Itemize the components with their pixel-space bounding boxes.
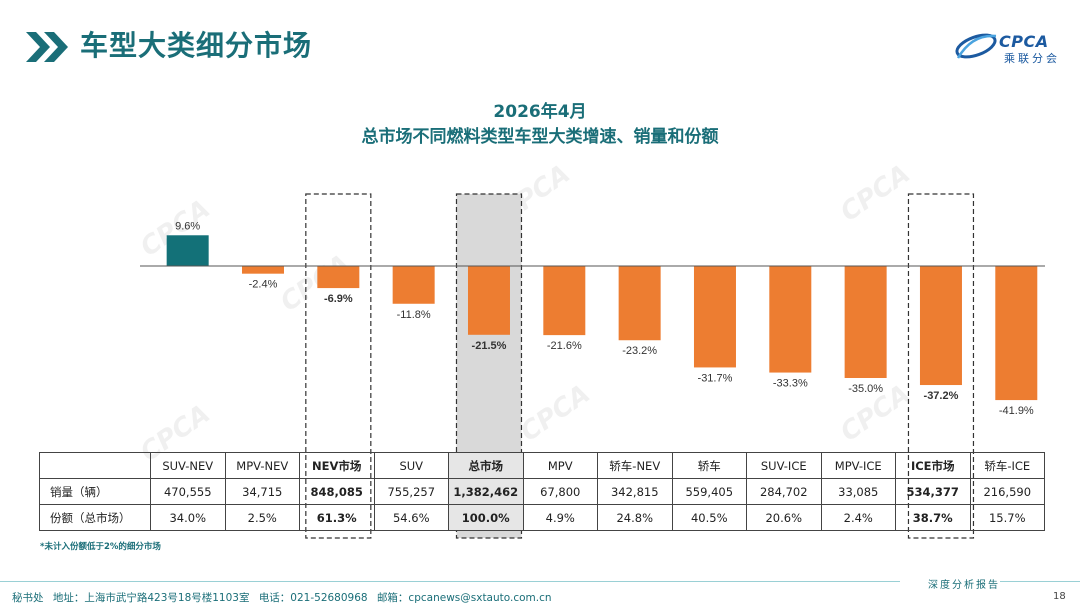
table-cell: 284,702 — [746, 478, 822, 505]
table-cell: 61.3% — [299, 504, 375, 531]
table-header-row: SUV-NEV MPV-NEV NEV市场 SUV 总市场 MPV 轿车-NEV 轿车 SUV-… — [39, 452, 1045, 479]
table-cell: 342,815 — [597, 478, 673, 505]
bar — [392, 266, 435, 304]
column-header: 轿车-ICE — [969, 452, 1045, 479]
column-header: NEV市场 — [299, 452, 375, 479]
table-cell: 1,382,462 — [448, 478, 524, 505]
row-header: 份额（总市场） — [39, 504, 151, 531]
table-corner-cell — [39, 452, 151, 479]
data-label: -11.8% — [397, 309, 431, 321]
data-label: -23.2% — [622, 345, 657, 357]
footnote: *未计入份额低于2%的细分市场 — [40, 542, 161, 552]
page-title: 车型大类细分市场 — [80, 29, 313, 62]
column-header: SUV-ICE — [746, 452, 822, 479]
table-cell: 470,555 — [150, 478, 226, 505]
data-table: SUV-NEV MPV-NEV NEV市场 SUV 总市场 MPV 轿车-NEV 轿车 SUV-… — [39, 452, 1045, 531]
bar — [317, 266, 360, 289]
table-cell: 24.8% — [597, 504, 673, 531]
column-header: MPV-NEV — [224, 452, 300, 479]
table-cell: 848,085 — [299, 478, 375, 505]
table-cell: 38.7% — [895, 504, 971, 531]
table-cell: 2.5% — [224, 504, 300, 531]
table-cell: 755,257 — [373, 478, 449, 505]
bar — [467, 266, 510, 335]
table-row: 份额（总市场） 34.0% 2.5% 61.3% 54.6% 100.0% 4.9% 24.8… — [39, 504, 1045, 531]
report-label: 深度分析报告 — [928, 580, 1000, 591]
logo-text: CPCA — [999, 32, 1049, 51]
footer-contact: 秘书处 地址：上海市武宁路423号18号楼1103室 电话：021-526809… — [12, 590, 558, 605]
column-header: 轿车 — [671, 452, 747, 479]
data-label: -21.6% — [547, 340, 582, 352]
table-cell: 216,590 — [969, 478, 1045, 505]
bar — [995, 266, 1038, 401]
chart-subtitle: 总市场不同燃料类型车型大类增速、销量和份额 — [361, 127, 719, 147]
column-header: MPV — [522, 452, 598, 479]
data-label: -37.2% — [924, 390, 959, 402]
table-cell: 54.6% — [373, 504, 449, 531]
bar — [693, 266, 736, 368]
watermark-text: CPCA — [515, 379, 596, 448]
bar — [166, 235, 209, 266]
footer-divider — [0, 581, 900, 582]
footer-email: 邮箱：cpcanews@sxtauto.com.cn — [376, 592, 552, 604]
value-labels: 9.6% -2.4% -6.9% -11.8% -21.5% -21.6% -23.2% -3… — [175, 220, 1034, 417]
data-label: -6.9% — [324, 293, 353, 305]
double-chevron-icon — [26, 32, 68, 62]
footer-phone: 电话：021-52680968 — [258, 592, 368, 604]
footer-department: 秘书处 — [12, 592, 44, 604]
data-label: -41.9% — [999, 405, 1034, 417]
highlight-box — [907, 193, 975, 539]
footer-address: 地址：上海市武宁路423号18号楼1103室 — [52, 592, 250, 604]
logo-swoosh-icon — [955, 33, 997, 59]
table-cell: 100.0% — [448, 504, 524, 531]
table-cell: 20.6% — [746, 504, 822, 531]
table-cell: 4.9% — [522, 504, 598, 531]
table-cell: 15.7% — [969, 504, 1045, 531]
column-header: SUV — [373, 452, 449, 479]
data-label: -31.7% — [698, 372, 733, 384]
column-header: ICE市场 — [895, 452, 971, 479]
data-label: -35.0% — [848, 383, 883, 395]
table-cell: 40.5% — [671, 504, 747, 531]
chart-title: 2026年4月 — [493, 102, 587, 122]
row-header: 销量（辆） — [39, 478, 151, 505]
table-cell: 534,377 — [895, 478, 971, 505]
data-label: -33.3% — [773, 378, 808, 390]
cpca-logo: CPCA 乘联分会 — [952, 28, 1062, 68]
data-label: 9.6% — [175, 220, 200, 232]
table-cell: 67,800 — [522, 478, 598, 505]
table-cell: 559,405 — [671, 478, 747, 505]
data-label: -2.4% — [249, 279, 278, 291]
bar — [844, 266, 887, 378]
bar — [919, 266, 962, 386]
highlight-box — [305, 193, 372, 539]
bar — [618, 266, 661, 341]
logo-subtext: 乘联分会 — [1004, 52, 1060, 65]
data-label: -21.5% — [472, 340, 507, 352]
bar — [769, 266, 812, 373]
column-header: 轿车-NEV — [597, 452, 673, 479]
bar — [241, 266, 284, 274]
footer-divider-right — [1000, 581, 1080, 582]
table-cell: 33,085 — [820, 478, 896, 505]
bar — [543, 266, 586, 336]
table-row: 销量（辆） 470,555 34,715 848,085 755,257 1,382,46… — [39, 478, 1045, 505]
watermark-text: CPCA — [835, 159, 916, 228]
column-header: 总市场 — [448, 452, 524, 479]
table-cell: 2.4% — [820, 504, 896, 531]
bars — [166, 235, 1038, 401]
column-header: MPV-ICE — [820, 452, 896, 479]
table-cell: 34,715 — [224, 478, 300, 505]
page-number: 18 — [1053, 591, 1066, 602]
table-cell: 34.0% — [150, 504, 226, 531]
column-header: SUV-NEV — [150, 452, 226, 479]
